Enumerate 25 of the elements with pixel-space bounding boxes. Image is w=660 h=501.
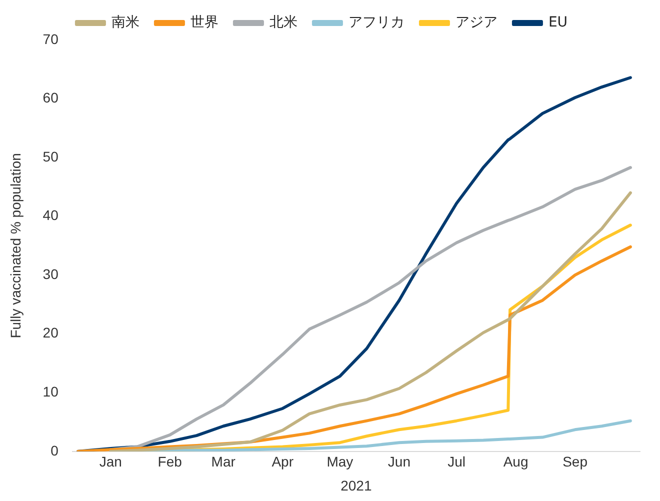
x-tick-label: Jul bbox=[448, 454, 466, 470]
legend-label: 南米 bbox=[111, 14, 140, 31]
y-tick-label: 40 bbox=[42, 207, 59, 224]
legend-label: アフリカ bbox=[348, 14, 404, 31]
y-tick-label: 0 bbox=[50, 442, 59, 458]
x-axis-title: 2021 bbox=[340, 477, 372, 494]
legend-label: 世界 bbox=[190, 14, 218, 31]
y-tick-label: 50 bbox=[42, 148, 59, 164]
x-tick-label: Feb bbox=[158, 454, 182, 470]
x-tick-label: Sep bbox=[562, 454, 588, 470]
legend-label: 北米 bbox=[269, 14, 298, 31]
legend-label: アジア bbox=[455, 14, 498, 31]
y-tick-label: 60 bbox=[42, 90, 59, 106]
x-tick-label: Jun bbox=[388, 454, 410, 470]
x-tick-label: Mar bbox=[211, 454, 236, 470]
y-tick-label: 10 bbox=[42, 383, 59, 400]
y-axis-title: Fully vaccinated % population bbox=[7, 153, 24, 338]
x-tick-label: Jan bbox=[99, 454, 122, 470]
y-tick-label: 30 bbox=[42, 266, 59, 282]
y-tick-label: 70 bbox=[42, 30, 59, 47]
y-tick-label: 20 bbox=[42, 324, 59, 341]
legend-label: EU bbox=[548, 14, 568, 31]
x-tick-label: May bbox=[326, 454, 354, 470]
x-tick-label: Aug bbox=[503, 454, 528, 470]
x-tick-label: Apr bbox=[272, 454, 294, 470]
